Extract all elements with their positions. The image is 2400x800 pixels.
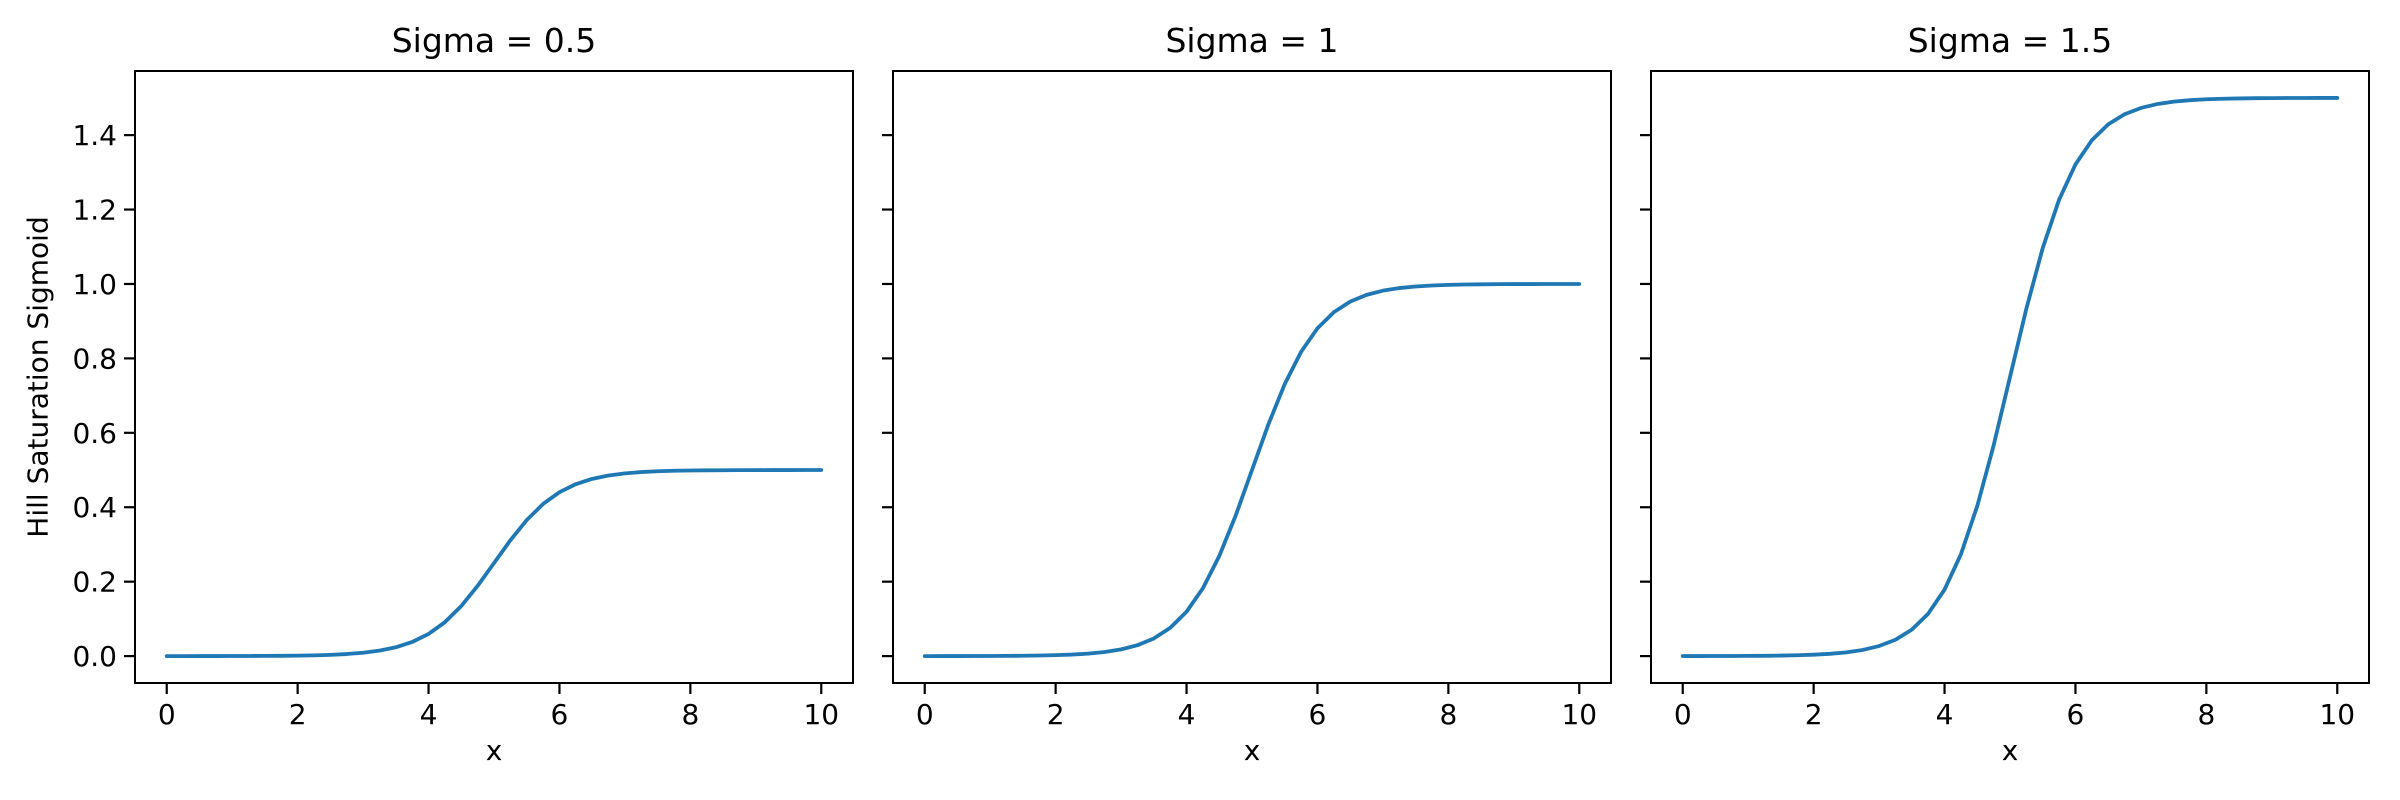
x-tick-label: 4 bbox=[1936, 698, 1954, 731]
plot-canvas-sigma-0.5: 0.0 0.2 0.4 0.6 0.8 1.0 1.2 1.4 0 2 4 6 8 10 bbox=[72, 70, 854, 731]
subplot-title-sigma-1: Sigma = 1 bbox=[1165, 21, 1339, 60]
y-tick-label: 1.0 bbox=[72, 268, 117, 301]
sigmoid-curve bbox=[1680, 96, 2340, 658]
x-axis-label-1: x bbox=[485, 734, 503, 767]
y-tick-label: 0.0 bbox=[72, 640, 117, 673]
x-tick-label: 10 bbox=[803, 698, 839, 731]
x-tick-label: 0 bbox=[158, 698, 176, 731]
plot-canvas-sigma-1: 0 2 4 6 8 10 bbox=[882, 70, 1612, 731]
y-axis-label: Hill Saturation Sigmoid bbox=[21, 216, 55, 538]
x-tick-label: 10 bbox=[2319, 698, 2355, 731]
x-tick-label: 8 bbox=[2197, 698, 2215, 731]
x-tick-label: 4 bbox=[420, 698, 438, 731]
axes-spines bbox=[892, 70, 1612, 684]
x-tick-label: 0 bbox=[916, 698, 934, 731]
y-tick-label: 1.4 bbox=[72, 119, 117, 152]
x-tick-label: 6 bbox=[2067, 698, 2085, 731]
sigmoid-curve bbox=[164, 468, 824, 658]
plot-canvas-sigma-1.5: 0 2 4 6 8 10 bbox=[1640, 70, 2370, 731]
sigmoid-curve bbox=[922, 282, 1582, 658]
x-axis-label-2: x bbox=[1243, 734, 1261, 767]
axes-spines bbox=[1650, 70, 2370, 684]
x-tick-label: 6 bbox=[1309, 698, 1327, 731]
subplot-title-sigma-0.5: Sigma = 0.5 bbox=[391, 21, 597, 60]
y-tick-label: 0.6 bbox=[72, 417, 117, 450]
subplot-title-sigma-1.5: Sigma = 1.5 bbox=[1907, 21, 2113, 60]
x-tick-label: 4 bbox=[1178, 698, 1196, 731]
x-tick-label: 0 bbox=[1674, 698, 1692, 731]
x-tick-label: 2 bbox=[1805, 698, 1823, 731]
x-axis-label-3: x bbox=[2001, 734, 2019, 767]
x-tick-label: 2 bbox=[1047, 698, 1065, 731]
y-tick-label: 1.2 bbox=[72, 194, 117, 227]
x-tick-label: 8 bbox=[681, 698, 699, 731]
axes-spines bbox=[134, 70, 854, 684]
y-tick-label: 0.4 bbox=[72, 491, 117, 524]
x-tick-label: 2 bbox=[289, 698, 307, 731]
x-tick-label: 10 bbox=[1561, 698, 1597, 731]
y-tick-label: 0.2 bbox=[72, 566, 117, 599]
x-tick-label: 6 bbox=[551, 698, 569, 731]
x-tick-label: 8 bbox=[1439, 698, 1457, 731]
y-tick-label: 0.8 bbox=[72, 342, 117, 375]
